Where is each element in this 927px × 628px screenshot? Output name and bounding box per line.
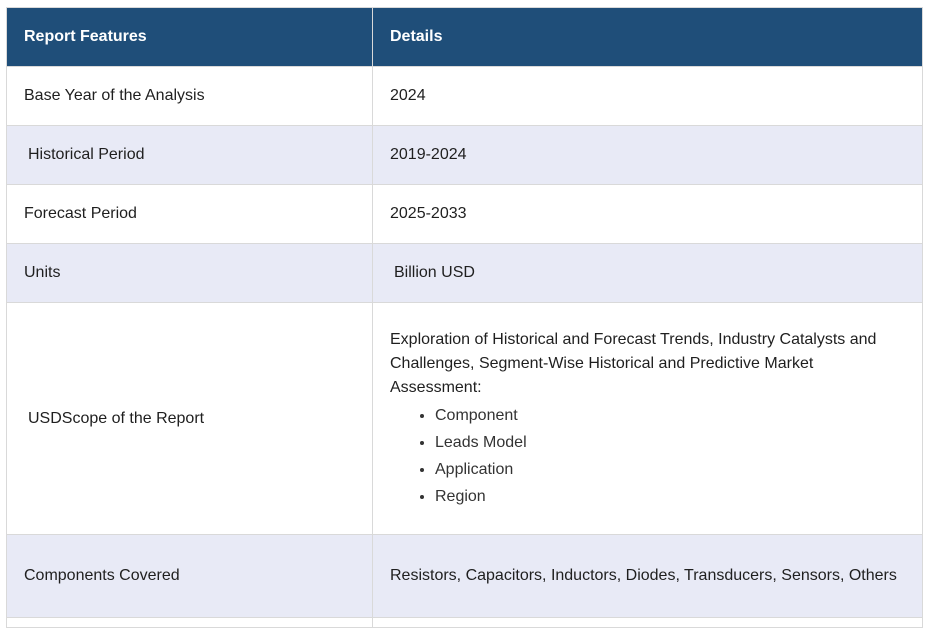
feature-cell: Units bbox=[6, 243, 373, 303]
detail-cell: Billion USD bbox=[372, 243, 923, 303]
list-item: Component bbox=[435, 402, 905, 429]
report-features-table: Report Features Details Base Year of the… bbox=[6, 7, 923, 628]
report-table-container: Report Features Details Base Year of the… bbox=[6, 7, 923, 628]
detail-text: Billion USD bbox=[394, 264, 475, 281]
feature-text: USDScope of the Report bbox=[28, 409, 205, 427]
scope-list: Component Leads Model Application Region bbox=[390, 402, 905, 510]
feature-text: Historical Period bbox=[28, 146, 145, 163]
list-item: Application bbox=[435, 456, 905, 483]
detail-cell: Exploration of Historical and Forecast T… bbox=[372, 302, 923, 535]
table-row: USDScope of the Report Exploration of Hi… bbox=[6, 302, 923, 535]
header-details: Details bbox=[372, 7, 923, 67]
table-row: Base Year of the Analysis 2024 bbox=[6, 66, 923, 126]
feature-cell: Base Year of the Analysis bbox=[6, 66, 373, 126]
list-item: Region bbox=[435, 483, 905, 510]
detail-cell: 2024 bbox=[372, 66, 923, 126]
feature-cell: Components Covered bbox=[6, 534, 373, 618]
table-row: Units Billion USD bbox=[6, 243, 923, 303]
detail-cell: 2025-2033 bbox=[372, 184, 923, 244]
table-row: Components Covered Resistors, Capacitors… bbox=[6, 534, 923, 618]
table-header-row: Report Features Details bbox=[6, 7, 923, 67]
feature-cell: USDScope of the Report bbox=[6, 302, 373, 535]
list-item: Leads Model bbox=[435, 429, 905, 456]
table-row: Forecast Period 2025-2033 bbox=[6, 184, 923, 244]
detail-cell: 2019-2024 bbox=[372, 125, 923, 185]
detail-cell: Resistors, Capacitors, Inductors, Diodes… bbox=[372, 534, 923, 618]
feature-cell: Historical Period bbox=[6, 125, 373, 185]
feature-cell: Forecast Period bbox=[6, 184, 373, 244]
header-report-features: Report Features bbox=[6, 7, 373, 67]
table-row: Historical Period 2019-2024 bbox=[6, 125, 923, 185]
scope-intro-text: Exploration of Historical and Forecast T… bbox=[390, 330, 877, 396]
